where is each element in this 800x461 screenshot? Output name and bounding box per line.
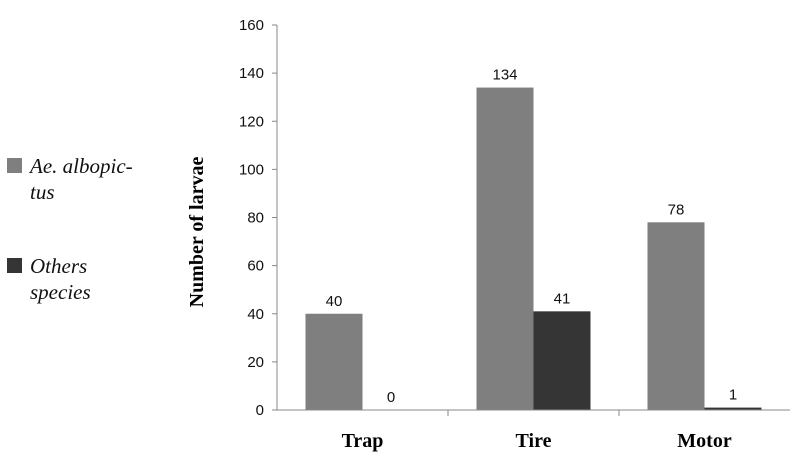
x-tick-label-motor: Motor	[677, 430, 732, 452]
legend-label: tus	[30, 180, 55, 204]
bar-trap-series-1	[305, 313, 363, 410]
y-axis-label: Number of larvae	[186, 157, 208, 308]
y-tick-label: 140	[239, 65, 264, 82]
data-label: 40	[326, 293, 343, 310]
y-axis: 0 20 40 60 80 100 120 140 160	[239, 17, 278, 419]
data-label: 1	[729, 387, 737, 404]
legend-label: Others	[30, 254, 87, 278]
bar-motor-series-1	[647, 222, 705, 410]
y-tick-label: 120	[239, 113, 264, 130]
legend-label: Ae. albopic-	[28, 154, 133, 178]
legend-swatch	[7, 158, 22, 173]
bars	[305, 87, 762, 410]
x-tick-label-trap: Trap	[342, 430, 384, 452]
bar-tire-series-1	[476, 87, 534, 410]
legend-label: species	[30, 280, 91, 304]
data-label: 0	[387, 389, 395, 406]
y-tick-label: 60	[247, 258, 264, 275]
data-label: 78	[668, 201, 685, 218]
data-label: 134	[492, 67, 517, 84]
data-labels: 40 0 134 41 78 1	[326, 67, 738, 406]
legend-swatch	[7, 258, 22, 273]
y-tick-label: 80	[247, 210, 264, 227]
y-tick-label: 100	[239, 161, 264, 178]
x-axis: Trap Tire Motor	[277, 409, 790, 452]
y-tick-label: 0	[256, 402, 264, 419]
y-tick-label: 40	[247, 306, 264, 323]
bar-motor-series-2	[704, 407, 762, 410]
data-label: 41	[554, 290, 571, 307]
y-tick-label: 20	[247, 354, 264, 371]
x-tick-label-tire: Tire	[516, 430, 552, 452]
bar-tire-series-2	[533, 311, 591, 410]
y-tick-label: 160	[239, 17, 264, 34]
